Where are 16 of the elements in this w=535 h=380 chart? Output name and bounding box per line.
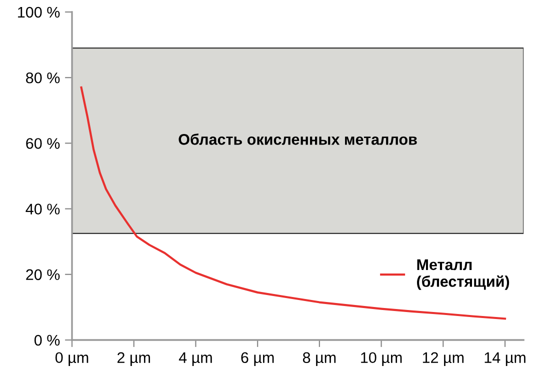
x-tick-label: 12 µm — [422, 352, 464, 366]
x-tick-label: 6 µm — [241, 352, 274, 366]
x-tick-label: 0 µm — [55, 352, 88, 366]
y-tick-label: 20 % — [26, 269, 60, 280]
x-tick-label: 8 µm — [302, 352, 336, 366]
x-tick-label: 2 µm — [117, 352, 150, 366]
y-tick-label: 60 % — [26, 138, 60, 149]
x-tick-label: 4 µm — [178, 352, 212, 366]
band-label: Область окисленных металлов — [178, 133, 417, 145]
x-tick-label: 14 µm — [484, 352, 526, 366]
y-tick-label: 100 % — [18, 6, 60, 18]
y-tick-label: 0 % — [34, 334, 60, 346]
y-tick-label: 80 % — [26, 72, 60, 84]
y-tick-label: 40 % — [26, 204, 60, 214]
legend-label: Металл (блестящий) — [417, 259, 510, 290]
x-tick-label: 10 µm — [361, 352, 402, 366]
